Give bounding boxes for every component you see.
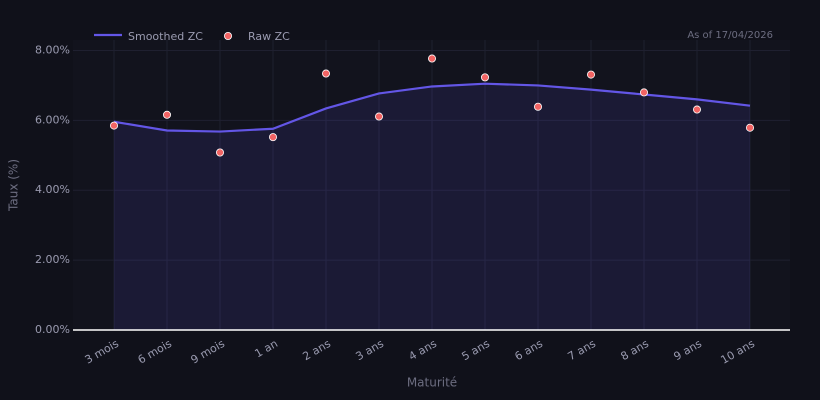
point bbox=[587, 70, 596, 79]
area bbox=[114, 83, 750, 330]
annotation: As of 17/04/2026 bbox=[687, 30, 773, 41]
y-tick-label: 6.00% bbox=[35, 113, 70, 126]
y-tick-label: 2.00% bbox=[35, 253, 70, 266]
y-axis-title: Taux (%) bbox=[7, 159, 21, 212]
point bbox=[640, 88, 649, 97]
y-tick-label: 4.00% bbox=[35, 183, 70, 196]
point bbox=[268, 133, 277, 142]
point bbox=[427, 54, 436, 63]
point bbox=[374, 112, 383, 121]
point bbox=[162, 110, 171, 119]
legend-dot bbox=[223, 32, 232, 41]
x-axis-title: Maturité bbox=[407, 376, 457, 390]
y-tick-label: 8.00% bbox=[35, 43, 70, 56]
point bbox=[321, 69, 330, 78]
point bbox=[746, 123, 755, 132]
point bbox=[480, 73, 489, 82]
point bbox=[215, 148, 224, 157]
point bbox=[534, 102, 543, 111]
point bbox=[693, 105, 702, 114]
legend-label: Smoothed ZC bbox=[128, 30, 203, 43]
legend-label: Raw ZC bbox=[248, 30, 290, 43]
y-tick-label: 0.00% bbox=[35, 323, 70, 336]
point bbox=[110, 121, 119, 130]
